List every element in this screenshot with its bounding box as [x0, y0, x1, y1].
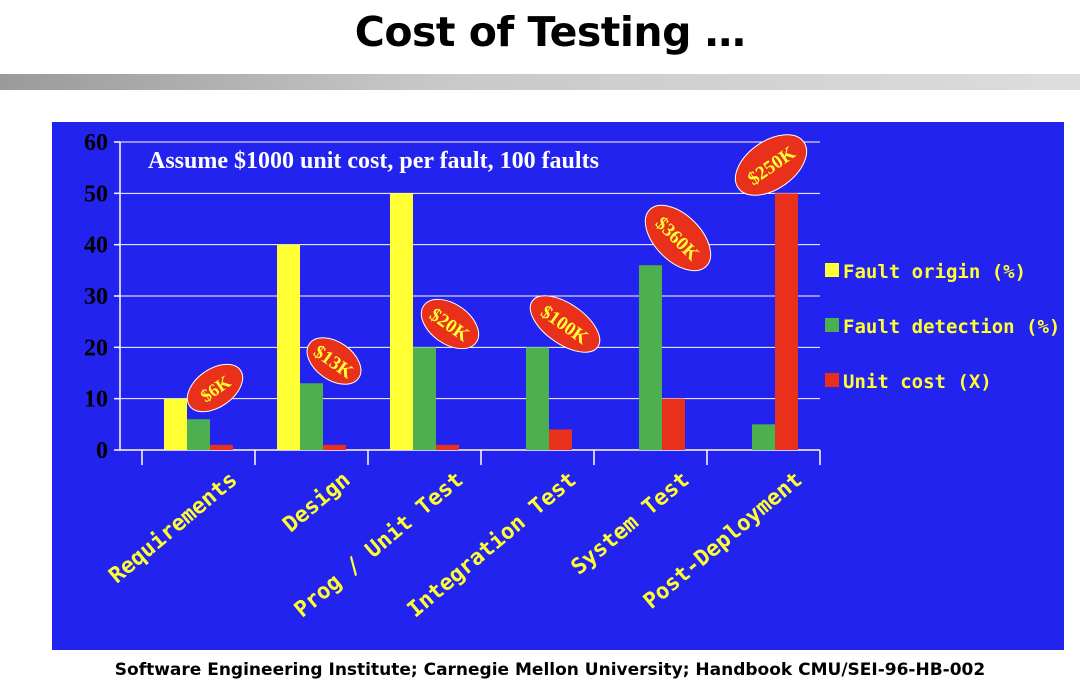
legend-swatch [825, 318, 839, 332]
cost-ellipse [306, 337, 362, 385]
title-rule [0, 74, 1080, 90]
cost-badge: $13K [306, 337, 362, 385]
bar-detection [752, 424, 775, 450]
y-tick-label: 0 [96, 438, 108, 464]
cost-badge: $6K [186, 363, 244, 413]
bar-origin [390, 193, 413, 451]
annotation-box [142, 143, 682, 177]
bar-cost [775, 193, 798, 451]
bar-detection [526, 347, 549, 450]
bar-cost [549, 429, 572, 450]
y-tick-label: 50 [84, 181, 108, 207]
bar-detection [187, 419, 210, 450]
legend-swatch [825, 263, 839, 277]
cost-ellipse [529, 295, 601, 353]
annotation-text: Assume $1000 unit cost, per fault, 100 f… [148, 148, 599, 174]
cost-badge: $20K [420, 298, 480, 350]
legend-label: Fault origin (%) [843, 261, 1026, 283]
cost-chart: 0 10 20 30 40 50 60 Assume $1000 unit cost, per… [52, 122, 1064, 650]
bar-detection [413, 347, 436, 450]
legend-label: Fault detection (%) [843, 316, 1060, 338]
footer-citation: Software Engineering Institute; Carnegie… [114, 660, 986, 680]
cost-ellipse [644, 204, 712, 272]
bar-cost [436, 444, 459, 450]
bar-cost [210, 444, 233, 450]
bar-cost [323, 444, 346, 450]
bar-origin [277, 244, 300, 450]
cost-ellipse [186, 363, 244, 413]
bar-detection [300, 383, 323, 450]
y-tick-label: 40 [84, 233, 108, 259]
legend-swatch [825, 373, 839, 387]
y-tick-label: 10 [84, 387, 108, 413]
legend-label: Unit cost (X) [843, 371, 992, 393]
bar-detection [639, 265, 662, 450]
y-tick-label: 30 [84, 284, 108, 310]
cost-ellipse [734, 134, 808, 196]
bar-cost [662, 398, 685, 450]
y-tick-label: 60 [84, 130, 108, 156]
cost-ellipse [420, 298, 480, 350]
slide-title: Cost of Testing … [354, 8, 746, 56]
bar-origin [164, 398, 187, 450]
y-tick-label: 20 [84, 335, 108, 361]
